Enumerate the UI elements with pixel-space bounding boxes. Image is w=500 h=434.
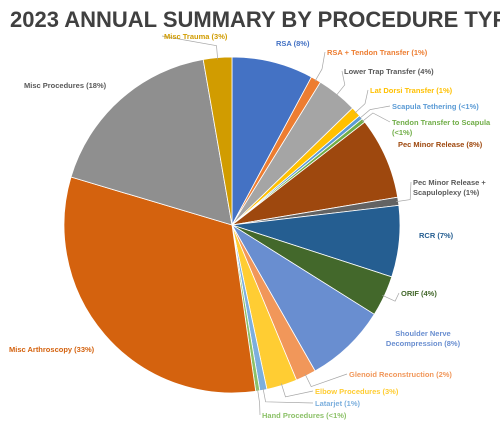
slice-label-misc-trauma: Misc Trauma (3%)	[164, 32, 228, 41]
leader-line	[361, 112, 391, 123]
slice-label-shoulder-nerve-decompression: Shoulder Nerve Decompression (8%)	[386, 329, 461, 348]
leader-line	[257, 388, 261, 416]
leader-lines	[161, 35, 412, 416]
slice-label-scapula-tethering: Scapula Tethering (<1%)	[392, 102, 479, 111]
pie-slice-misc-procedures	[70, 59, 233, 226]
slice-label-elbow-procedures: Elbow Procedures (3%)	[315, 387, 399, 396]
slice-labels: RSA (8%) RSA + Tendon Transfer (1%) Lower …	[9, 32, 491, 420]
leader-line	[354, 89, 369, 114]
slice-label-pec-minor-release: Pec Minor Release (8%)	[398, 140, 483, 149]
slice-label-misc-procedures: Misc Procedures (18%)	[24, 81, 107, 90]
slice-label-latarjet: Latarjet (1%)	[315, 399, 361, 408]
leader-line	[335, 70, 346, 96]
slice-label-pec-minor-release-scapuloplexy: Pec Minor Release + Scapuloplexy (1%)	[413, 178, 486, 197]
chart-title: 2023 ANNUAL SUMMARY BY PROCEDURE TYPE	[10, 7, 500, 32]
leader-line	[382, 292, 400, 302]
slice-label-hand-procedures: Hand Procedures (<1%)	[262, 411, 347, 420]
slice-label-orif: ORIF (4%)	[401, 289, 437, 298]
slice-label-rcr: RCR (7%)	[419, 231, 454, 240]
slice-label-rsa: RSA (8%)	[276, 39, 310, 48]
slice-label-rsa-tendon-transfer: RSA + Tendon Transfer (1%)	[327, 48, 428, 57]
slice-label-lower-trap-transfer: Lower Trap Transfer (4%)	[344, 67, 434, 76]
leader-line	[359, 105, 391, 119]
pie-slice-misc-arthroscopy	[63, 176, 257, 394]
slice-label-tendon-transfer-to-scapula: Tendon Transfer to Scapula (<1%)	[392, 118, 491, 137]
leader-line	[161, 35, 219, 60]
leader-line	[396, 181, 412, 202]
leader-line	[262, 388, 314, 404]
slice-label-misc-arthroscopy: Misc Arthroscopy (33%)	[9, 345, 95, 354]
leader-line	[280, 383, 314, 398]
leader-line	[314, 51, 326, 82]
leader-line	[304, 373, 348, 388]
slice-label-lat-dorsi-transfer: Lat Dorsi Transfer (1%)	[370, 86, 453, 95]
slice-label-glenoid-reconstruction: Glenoid Reconstruction (2%)	[349, 370, 452, 379]
pie-slices	[63, 56, 401, 394]
